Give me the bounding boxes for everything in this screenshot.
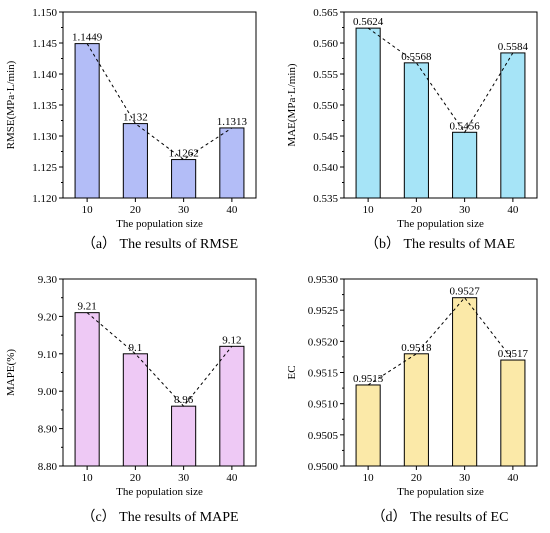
y-tick-label: 1.150 xyxy=(32,7,57,19)
y-tick-label: 0.9505 xyxy=(308,430,339,442)
data-label: 1.1449 xyxy=(72,32,103,44)
y-tick-label: 1.130 xyxy=(32,131,57,143)
bar-10 xyxy=(355,384,381,467)
y-tick-label: 0.9525 xyxy=(308,305,339,317)
x-tick-label: 40 xyxy=(226,204,238,216)
x-axis-label: The population size xyxy=(397,486,484,498)
chart-panel-3: 9.21 9.1 8.96 9.12 8.80 8.90 9.00 9.10 9.20 9.30 1… xyxy=(5,274,257,525)
y-tick-label: 1.135 xyxy=(32,100,57,112)
x-tick-label: 20 xyxy=(411,472,423,484)
x-tick-label: 40 xyxy=(507,204,519,216)
y-tick-label: 0.560 xyxy=(313,38,338,50)
y-tick-label: 1.140 xyxy=(32,69,57,81)
y-tick-label: 0.540 xyxy=(313,162,338,174)
trend-line xyxy=(367,27,514,134)
data-label: 1.1313 xyxy=(217,116,248,128)
trend-line xyxy=(86,312,233,407)
chart-panel-1: 1.1449 1.132 1.1262 1.1313 1.120 1.125 1.130 1.… xyxy=(5,7,257,252)
bar-20 xyxy=(122,123,148,199)
bar-30 xyxy=(171,405,197,467)
data-label: 0.9527 xyxy=(450,286,481,298)
x-tick-label: 10 xyxy=(82,472,94,484)
x-tick-label: 30 xyxy=(178,472,190,484)
panel-caption: （c） The results of MAPE xyxy=(81,509,238,525)
data-label: 0.9518 xyxy=(401,342,432,354)
y-tick-label: 8.90 xyxy=(38,424,58,436)
data-label: 0.5584 xyxy=(498,41,529,53)
y-tick-label: 0.565 xyxy=(313,7,338,19)
x-tick-label: 20 xyxy=(130,204,142,216)
data-label: 1.132 xyxy=(123,112,148,124)
y-tick-label: 1.145 xyxy=(32,38,57,50)
y-tick-label: 0.9530 xyxy=(308,274,339,286)
bar-10 xyxy=(355,27,381,199)
bar-10 xyxy=(74,312,100,467)
bar-20 xyxy=(403,353,429,467)
panel-caption: （d） The results of EC xyxy=(372,509,509,525)
x-tick-label: 40 xyxy=(226,472,238,484)
bar-40 xyxy=(500,52,526,199)
data-label: 0.5456 xyxy=(450,120,481,132)
y-axis-label: MAE(MPa·L/min) xyxy=(286,63,298,146)
y-axis-label: RMSE(MPa·L/min) xyxy=(5,60,17,149)
y-tick-label: 1.120 xyxy=(32,193,57,205)
x-tick-label: 10 xyxy=(82,204,94,216)
chart-panel-2: 0.5624 0.5568 0.5456 0.5584 0.535 0.540 0.545 0… xyxy=(286,7,538,252)
bar-30 xyxy=(171,159,197,199)
y-tick-label: 0.9520 xyxy=(308,336,339,348)
bar-20 xyxy=(403,62,429,199)
y-tick-label: 8.80 xyxy=(38,461,58,473)
panel-caption: （b） The results of MAE xyxy=(365,236,515,252)
data-label: 1.1262 xyxy=(169,148,199,160)
x-tick-label: 10 xyxy=(363,472,375,484)
x-tick-label: 20 xyxy=(411,204,423,216)
x-tick-label: 30 xyxy=(178,204,190,216)
x-axis-label: The population size xyxy=(397,218,484,230)
y-tick-label: 9.00 xyxy=(38,386,58,398)
x-tick-label: 10 xyxy=(363,204,375,216)
x-tick-label: 40 xyxy=(507,472,519,484)
y-tick-label: 0.545 xyxy=(313,131,338,143)
x-tick-label: 20 xyxy=(130,472,142,484)
data-label: 9.1 xyxy=(129,342,143,354)
trend-line xyxy=(367,296,514,386)
y-tick-label: 0.9515 xyxy=(308,368,339,380)
data-label: 0.5624 xyxy=(353,16,384,28)
y-axis-label: EC xyxy=(286,365,298,379)
bar-40 xyxy=(219,345,245,467)
data-label: 8.96 xyxy=(174,394,194,406)
y-tick-label: 0.535 xyxy=(313,193,338,205)
y-axis-label: MAPE(%) xyxy=(5,349,17,396)
bar-20 xyxy=(122,353,148,467)
panel-caption: （a） The results of RMSE xyxy=(82,236,238,252)
bar-30 xyxy=(452,131,478,199)
y-tick-label: 9.30 xyxy=(38,274,58,286)
data-label: 0.9517 xyxy=(498,348,529,360)
data-label: 9.12 xyxy=(222,334,241,346)
bar-30 xyxy=(452,297,478,467)
trend-line xyxy=(86,43,233,161)
x-tick-label: 30 xyxy=(459,204,471,216)
bar-40 xyxy=(219,127,245,199)
data-label: 9.21 xyxy=(78,301,97,313)
y-tick-label: 9.20 xyxy=(38,311,58,323)
y-tick-label: 0.9500 xyxy=(308,461,339,473)
y-tick-label: 9.10 xyxy=(38,349,58,361)
y-tick-label: 1.125 xyxy=(32,162,57,174)
bar-40 xyxy=(500,359,526,467)
x-axis-label: The population size xyxy=(116,486,203,498)
y-tick-label: 0.9510 xyxy=(308,399,339,411)
data-label: 0.9513 xyxy=(353,373,384,385)
bar-10 xyxy=(74,43,100,199)
data-label: 0.5568 xyxy=(401,51,432,63)
x-axis-label: The population size xyxy=(116,218,203,230)
chart-panel-4: 0.9513 0.9518 0.9527 0.9517 0.9500 0.9505 0.95… xyxy=(286,274,538,525)
x-tick-label: 30 xyxy=(459,472,471,484)
y-tick-label: 0.550 xyxy=(313,100,338,112)
y-tick-label: 0.555 xyxy=(313,69,338,81)
